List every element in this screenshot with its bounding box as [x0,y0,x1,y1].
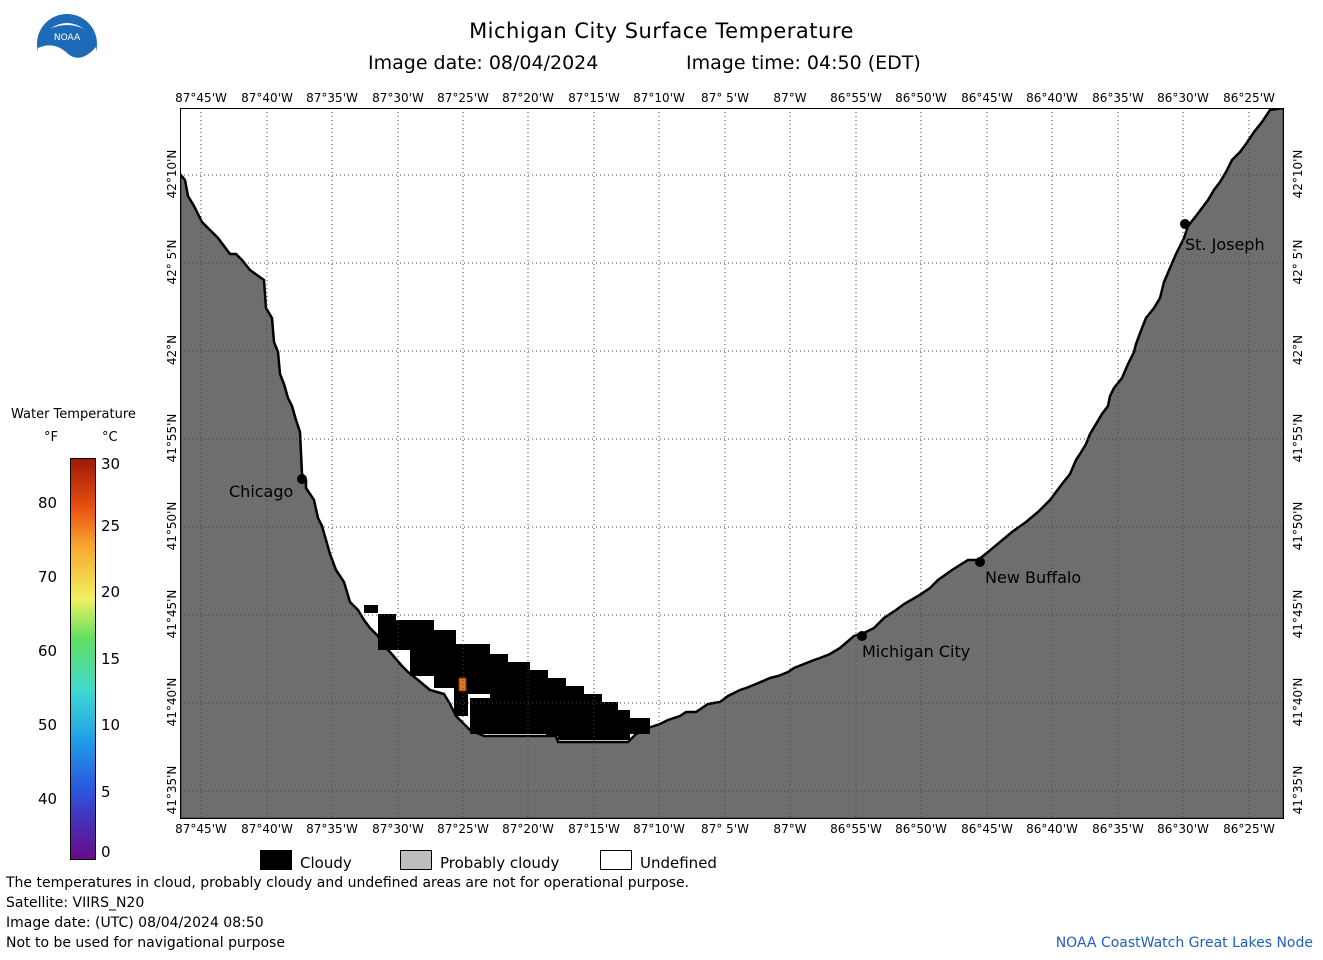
scale-f-40: 40 [38,790,58,808]
scale-c-5: 5 [101,783,111,801]
image-time: Image time: 04:50 (EDT) [686,52,921,74]
cloud-region [364,605,650,740]
lon-label-bottom: 87°15'W [568,822,620,836]
lat-label-right: 42° 5'N [1291,239,1305,285]
scale-f-80: 80 [38,494,58,512]
lon-label-bottom: 87°10'W [633,822,685,836]
page-title: Michigan City Surface Temperature [469,19,854,43]
lat-label-right: 41°40'N [1291,677,1305,727]
lon-label-top: 87°45'W [175,91,227,105]
city-label-chicago: Chicago [229,482,294,501]
lon-label-bottom: 87° 5'W [701,822,749,836]
legend-probably-cloudy: Probably cloudy [440,854,560,872]
lon-label-top: 86°40'W [1026,91,1078,105]
lat-label-right: 41°55'N [1291,413,1305,463]
lon-label-top: 87°W [773,91,807,105]
lon-label-top: 86°50'W [895,91,947,105]
legend-swatch-undefined [600,850,632,870]
lat-label-right: 42°N [1291,334,1305,366]
image-date: Image date: 08/04/2024 [368,52,599,74]
city-label-st-joseph: St. Joseph [1185,235,1265,254]
chicago-marker[interactable] [297,474,307,484]
lon-label-bottom: 87°30'W [372,822,424,836]
scale-unit-c: °C [102,430,118,445]
lat-label-left: 42°N [165,334,179,366]
lon-label-bottom: 87°45'W [175,822,227,836]
temperature-colorbar [70,458,96,860]
lon-label-bottom: 86°35'W [1092,822,1144,836]
lon-label-bottom: 86°50'W [895,822,947,836]
lat-label-left: 42° 5'N [165,239,179,285]
city-label-new-buffalo: New Buffalo [985,568,1082,587]
legend-undefined: Undefined [640,854,717,872]
scale-c-10: 10 [101,716,121,734]
lat-label-left: 41°45'N [165,589,179,639]
legend-swatch-cloudy [260,850,292,870]
lon-label-top: 87°35'W [306,91,358,105]
lat-label-left: 41°55'N [165,413,179,463]
lat-label-right: 41°50'N [1291,501,1305,551]
lon-label-top: 87°25'W [437,91,489,105]
lon-label-top: 86°45'W [961,91,1013,105]
legend-swatch-probably-cloudy [400,850,432,870]
lon-label-bottom: 87°35'W [306,822,358,836]
map-border [180,108,1284,819]
lat-label-left: 42°10'N [165,149,179,199]
map-svg [178,106,1286,821]
legend-cloudy: Cloudy [300,854,352,872]
lon-label-top: 86°55'W [830,91,882,105]
footer-satellite: Satellite: VIIRS_N20 [6,895,145,911]
noaa-logo-icon: NOAA [36,13,98,76]
lon-label-top: 87°10'W [633,91,685,105]
lon-label-bottom: 86°55'W [830,822,882,836]
lon-label-top: 86°30'W [1157,91,1209,105]
lon-label-bottom: 86°30'W [1157,822,1209,836]
lon-label-top: 87°15'W [568,91,620,105]
grid-lines [180,108,1284,819]
lon-label-top: 86°25'W [1223,91,1275,105]
lon-label-top: 87°40'W [241,91,293,105]
lat-label-left: 41°35'N [165,765,179,815]
footer-note: The temperatures in cloud, probably clou… [6,875,690,891]
lat-label-left: 41°50'N [165,501,179,551]
lon-label-bottom: 87°W [773,822,807,836]
lon-label-bottom: 86°45'W [961,822,1013,836]
scale-c-30: 30 [101,455,121,473]
lat-label-right: 41°45'N [1291,589,1305,639]
new-buffalo-marker[interactable] [975,557,985,567]
lon-label-bottom: 87°40'W [241,822,293,836]
lon-label-bottom: 87°20'W [502,822,554,836]
lat-label-left: 41°40'N [165,677,179,727]
map-panel[interactable] [178,106,1286,821]
city-label-michigan-city: Michigan City [862,642,971,661]
scale-c-15: 15 [101,650,121,668]
scale-c-0: 0 [101,843,111,861]
scale-c-25: 25 [101,517,121,535]
lon-label-top: 87°30'W [372,91,424,105]
lon-label-bottom: 87°25'W [437,822,489,836]
footer-utc-date: Image date: (UTC) 08/04/2024 08:50 [6,915,264,931]
footer-credit: NOAA CoastWatch Great Lakes Node [1055,935,1313,951]
scale-f-70: 70 [38,568,58,586]
scale-f-60: 60 [38,642,58,660]
scale-c-20: 20 [101,583,121,601]
footer-nav-warning: Not to be used for navigational purpose [6,935,285,951]
scale-title: Water Temperature [11,407,136,422]
lon-label-top: 87° 5'W [701,91,749,105]
michigan-city-marker[interactable] [857,631,867,641]
scale-f-50: 50 [38,716,58,734]
st-joseph-marker[interactable] [1180,219,1190,229]
lat-label-right: 41°35'N [1291,765,1305,815]
lon-label-bottom: 86°40'W [1026,822,1078,836]
scale-unit-f: °F [44,430,58,445]
lon-label-top: 87°20'W [502,91,554,105]
logo-text: NOAA [54,33,81,43]
lon-label-bottom: 86°25'W [1223,822,1275,836]
lat-label-right: 42°10'N [1291,149,1305,199]
lon-label-top: 86°35'W [1092,91,1144,105]
